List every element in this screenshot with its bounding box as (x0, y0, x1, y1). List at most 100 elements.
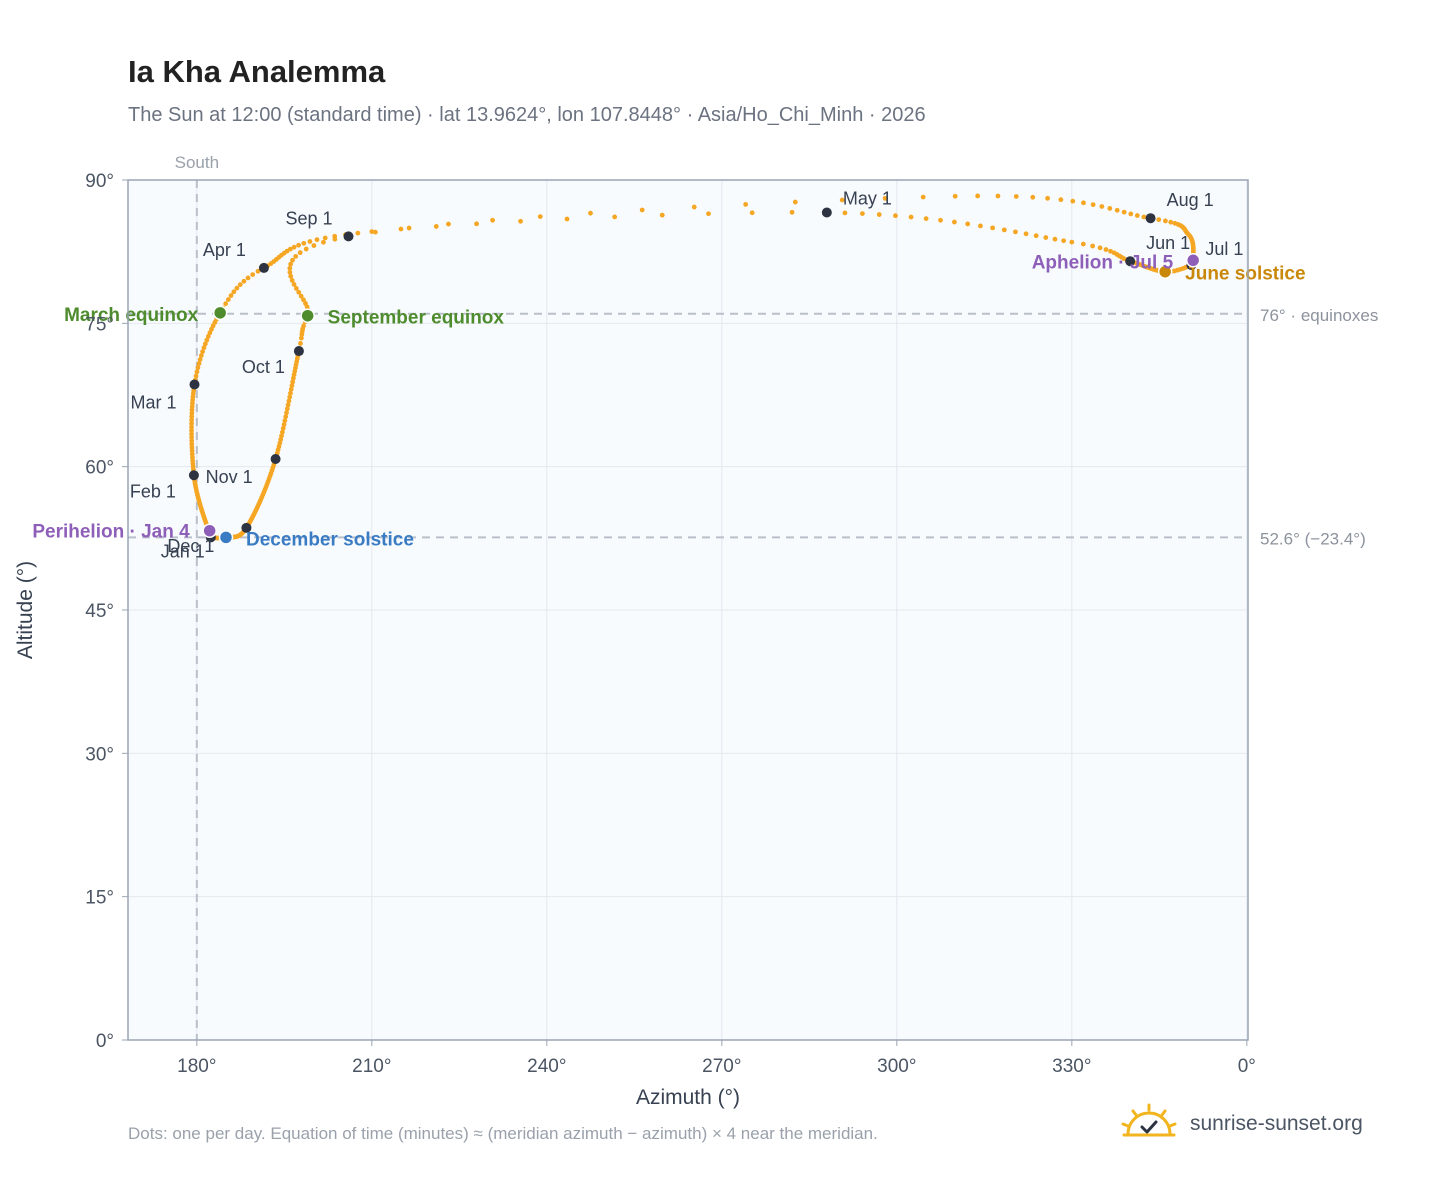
month-dot (188, 470, 199, 481)
month-label: Feb 1 (130, 481, 176, 501)
event-dot (218, 530, 234, 545)
brand-logo[interactable]: sunrise-sunset.org (1120, 1102, 1363, 1146)
brand-name: sunrise-sunset.org (1190, 1112, 1363, 1135)
day-dot (406, 225, 412, 231)
day-dot (298, 341, 303, 346)
day-dot (1114, 207, 1120, 213)
day-dot (1090, 243, 1096, 249)
chart-title: Ia Kha Analemma (128, 54, 386, 89)
day-dot (369, 229, 375, 235)
day-dot (303, 246, 309, 252)
day-dot (225, 297, 231, 302)
day-dot (1090, 202, 1096, 208)
month-markers: Jan 1 Feb 1 Mar 1 Apr 1 May 1 Jun 1 Jul 1 Aug 1… (130, 188, 1244, 561)
day-dot (882, 195, 888, 201)
day-dot (189, 438, 195, 444)
day-dot (301, 297, 306, 303)
x-tick-label: 330° (1052, 1056, 1091, 1077)
day-dot (285, 402, 291, 408)
day-dot (223, 301, 229, 307)
day-dot (197, 357, 203, 362)
month-label: Mar 1 (130, 392, 176, 412)
day-dot (287, 394, 293, 400)
month-label: May 1 (843, 188, 892, 208)
day-dot (639, 207, 645, 213)
reference-lines: South 76° · equinoxes 52.6° (−23.4°) (128, 153, 1378, 1040)
day-dot (938, 217, 943, 223)
day-dot (706, 211, 711, 217)
month-dot (241, 522, 252, 533)
month-dot (270, 454, 281, 465)
day-dot (290, 375, 296, 381)
x-tick-label: 240° (527, 1056, 566, 1077)
day-dot (1080, 241, 1086, 247)
day-dot (204, 337, 210, 343)
day-dot (311, 243, 317, 248)
day-dot (1121, 209, 1127, 215)
day-dot (792, 199, 798, 205)
footnote: Dots: one per day. Equation of time (min… (128, 1124, 878, 1143)
day-dot (193, 373, 199, 379)
day-dot (446, 221, 451, 227)
day-dot (789, 209, 795, 215)
event-dot (300, 308, 315, 323)
day-dot (1134, 213, 1140, 218)
day-dot (299, 331, 305, 337)
day-dot (281, 422, 287, 427)
day-dot (288, 390, 293, 396)
day-dot (290, 257, 295, 263)
day-dot (518, 218, 523, 224)
event-dot (1185, 253, 1201, 268)
day-dot (322, 235, 328, 241)
day-dot (279, 429, 285, 435)
day-dot (189, 428, 194, 433)
day-dot (307, 239, 313, 244)
x-tick-label: 300° (877, 1056, 916, 1077)
y-tick-label: 90° (85, 171, 114, 192)
day-dot (1156, 217, 1162, 223)
day-dot (288, 386, 294, 392)
day-dot (195, 365, 201, 371)
meridian-label: South (175, 153, 219, 172)
day-dot (995, 193, 1001, 199)
month-label: Jul 1 (1205, 239, 1243, 259)
day-dot (283, 414, 289, 420)
day-dot (893, 213, 898, 219)
event-markers: March equinox September equinox June solst… (32, 252, 1305, 550)
day-dot (749, 210, 755, 216)
day-dot (1043, 235, 1049, 240)
day-dot (920, 194, 926, 200)
day-dot (490, 217, 495, 223)
day-dot (189, 410, 195, 416)
day-dot (908, 214, 914, 220)
day-dot (1108, 248, 1113, 254)
reference-line-label: 76° · equinoxes (1260, 306, 1378, 325)
day-dot (250, 272, 256, 277)
day-dot (189, 421, 194, 426)
event-label: Perihelion · Jan 4 (32, 522, 190, 543)
day-dot (314, 237, 320, 243)
day-dot (1013, 229, 1018, 235)
day-dot (301, 240, 307, 246)
event-label: December solstice (246, 529, 414, 550)
day-dot (1168, 219, 1174, 225)
day-dot (975, 193, 981, 199)
event-dot (212, 305, 228, 321)
day-dot (297, 250, 303, 256)
day-dot (332, 236, 338, 242)
day-dot (296, 242, 302, 248)
event-label: June solstice (1185, 264, 1305, 285)
x-tick-label: 0° (1238, 1056, 1256, 1077)
day-dot (231, 289, 237, 295)
day-dot (288, 273, 294, 279)
day-dot (189, 434, 195, 440)
month-dot (1125, 256, 1136, 267)
day-dot (372, 229, 378, 235)
month-dot (821, 207, 832, 218)
day-dot (234, 285, 240, 291)
day-dot (1030, 194, 1036, 200)
day-dot (1163, 218, 1168, 224)
day-dot (284, 406, 290, 412)
day-dot (612, 214, 618, 220)
day-dot (951, 219, 957, 225)
